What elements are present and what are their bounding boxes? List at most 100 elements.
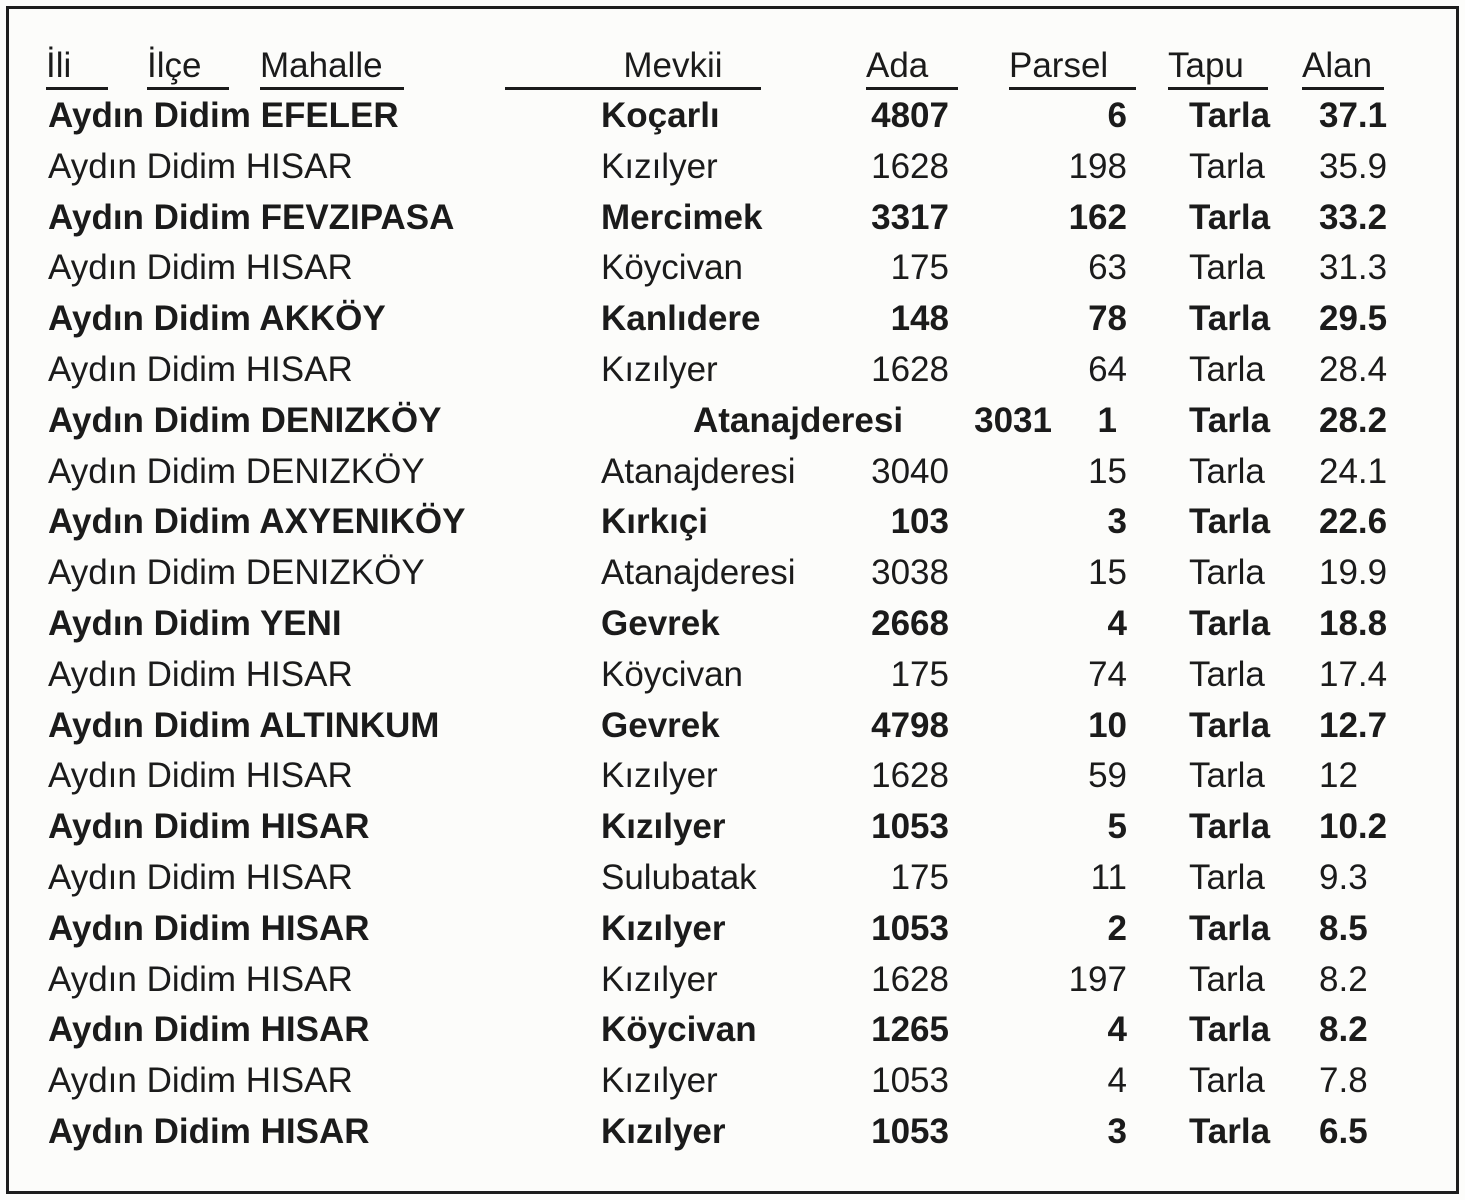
cell-tapu: Tarla <box>1189 349 1265 389</box>
cell-ili-ilce-mahalle: Aydın Didim HISAR <box>48 908 370 948</box>
cell-alan: 35.9 <box>1319 146 1388 186</box>
cell-tapu: Tarla <box>1189 654 1265 694</box>
cell-tapu: Tarla <box>1189 705 1271 745</box>
cell-parsel: 162 <box>1068 197 1127 237</box>
cell-ada: 3031 <box>974 400 1052 440</box>
table-row: Aydın Didim HISAR Kızılyer 1628 59 Tarla 12 <box>9 751 1456 802</box>
cell-alan: 17.4 <box>1319 654 1388 694</box>
cell-ada: 1628 <box>871 959 949 999</box>
cell-tapu: Tarla <box>1189 959 1265 999</box>
column-header-mahalle: Mahalle <box>260 45 404 90</box>
table-row: Aydın Didim HISAR Kızılyer 1628 64 Tarla 28.4 <box>9 345 1456 396</box>
table-row: Aydın Didim HISAR Kızılyer 1628 197 Tarla 8.2 <box>9 955 1456 1006</box>
cell-parsel: 15 <box>1088 451 1127 491</box>
cell-mevkii: Atanajderesi <box>601 451 796 491</box>
cell-ili-ilce-mahalle: Aydın Didim HISAR <box>48 146 353 186</box>
table-body: Aydın Didim EFELER Koçarlı 4807 6 Tarla 37.1 A… <box>9 91 1456 1158</box>
cell-tapu: Tarla <box>1189 553 1265 593</box>
column-header-alan: Alan <box>1302 45 1384 90</box>
cell-tapu: Tarla <box>1189 1010 1271 1050</box>
cell-mevkii: Sulubatak <box>601 857 757 897</box>
cell-mevkii: Kızılyer <box>601 756 718 796</box>
cell-parsel: 10 <box>1088 705 1127 745</box>
cell-mevkii: Köycivan <box>601 654 744 694</box>
cell-parsel: 1 <box>1097 400 1117 440</box>
cell-alan: 12 <box>1319 756 1358 796</box>
column-header-mevkii: Mevkii <box>505 45 761 90</box>
cell-tapu: Tarla <box>1189 1111 1271 1151</box>
cell-mevkii: Koçarlı <box>601 96 720 135</box>
cell-alan: 24.1 <box>1319 451 1388 491</box>
cell-parsel: 2 <box>1107 908 1127 948</box>
cell-ada: 1628 <box>871 756 949 796</box>
cell-ili-ilce-mahalle: Aydın Didim HISAR <box>48 349 353 389</box>
cell-parsel: 3 <box>1107 502 1127 542</box>
cell-alan: 33.2 <box>1319 197 1388 237</box>
cell-mevkii: Atanajderesi <box>693 400 904 440</box>
cell-alan: 8.2 <box>1319 959 1368 999</box>
table-row: Aydın Didim DENIZKÖY Atanajderesi 3040 15 Ta… <box>9 447 1456 498</box>
cell-alan: 31.3 <box>1319 248 1388 288</box>
cell-tapu: Tarla <box>1189 146 1265 186</box>
cell-ada: 4798 <box>871 705 949 745</box>
cell-ili-ilce-mahalle: Aydın Didim DENIZKÖY <box>48 553 425 593</box>
cell-alan: 9.3 <box>1319 857 1368 897</box>
cell-mevkii: Kızılyer <box>601 146 718 186</box>
cell-parsel: 3 <box>1107 1111 1127 1151</box>
cell-mevkii: Kırkıçi <box>601 502 708 542</box>
table-row: Aydın Didim DENIZKÖY Atanajderesi 3038 15 Ta… <box>9 548 1456 599</box>
cell-parsel: 15 <box>1088 553 1127 593</box>
cell-ada: 1628 <box>871 349 949 389</box>
column-header-ada: Ada <box>866 45 958 90</box>
cell-parsel: 63 <box>1088 248 1127 288</box>
cell-ili-ilce-mahalle: Aydın Didim HISAR <box>48 1010 370 1050</box>
table-row: Aydın Didim AKKÖY Kanlıdere 148 78 Tarla 29.5 <box>9 294 1456 345</box>
cell-alan: 22.6 <box>1319 502 1388 542</box>
cell-parsel: 78 <box>1088 299 1127 339</box>
cell-tapu: Tarla <box>1189 756 1265 796</box>
cell-ili-ilce-mahalle: Aydın Didim EFELER <box>48 96 399 135</box>
table-row: Aydın Didim HISAR Köycivan 1265 4 Tarla 8.2 <box>9 1005 1456 1056</box>
cell-alan: 29.5 <box>1319 299 1388 339</box>
cell-ili-ilce-mahalle: Aydın Didim HISAR <box>48 807 370 847</box>
cell-ili-ilce-mahalle: Aydın Didim HISAR <box>48 654 353 694</box>
cell-ili-ilce-mahalle: Aydın Didim HISAR <box>48 959 353 999</box>
cell-tapu: Tarla <box>1189 248 1265 288</box>
cell-parsel: 198 <box>1068 146 1127 186</box>
cell-ili-ilce-mahalle: Aydın Didim AKKÖY <box>48 299 386 339</box>
cell-ada: 3317 <box>871 197 949 237</box>
cell-ili-ilce-mahalle: Aydın Didim YENI <box>48 603 342 643</box>
cell-mevkii: Kızılyer <box>601 349 718 389</box>
cell-tapu: Tarla <box>1189 603 1271 643</box>
table-row: Aydın Didim HISAR Kızılyer 1053 5 Tarla 10.2 <box>9 802 1456 853</box>
cell-parsel: 64 <box>1088 349 1127 389</box>
cell-tapu: Tarla <box>1189 908 1271 948</box>
cell-alan: 37.1 <box>1319 96 1388 135</box>
cell-ada: 2668 <box>871 603 949 643</box>
cell-ada: 1053 <box>871 908 949 948</box>
cell-ada: 1053 <box>871 807 949 847</box>
table-row: Aydın Didim YENI Gevrek 2668 4 Tarla 18.8 <box>9 599 1456 650</box>
cell-parsel: 197 <box>1068 959 1127 999</box>
table-row: Aydın Didim HISAR Köycivan 175 63 Tarla 31.3 <box>9 243 1456 294</box>
cell-ili-ilce-mahalle: Aydın Didim ALTINKUM <box>48 705 440 745</box>
cell-alan: 10.2 <box>1319 807 1388 847</box>
cell-ili-ilce-mahalle: Aydın Didim FEVZIPASA <box>48 197 455 237</box>
cell-mevkii: Köycivan <box>601 248 744 288</box>
cell-ada: 175 <box>890 654 949 694</box>
cell-alan: 28.4 <box>1319 349 1388 389</box>
cell-ili-ilce-mahalle: Aydın Didim HISAR <box>48 756 353 796</box>
cell-ada: 1053 <box>871 1061 949 1101</box>
cell-alan: 28.2 <box>1319 400 1388 440</box>
cell-mevkii: Gevrek <box>601 705 720 745</box>
cell-ili-ilce-mahalle: Aydın Didim DENIZKÖY <box>48 400 442 440</box>
cell-ada: 175 <box>890 857 949 897</box>
cell-alan: 7.8 <box>1319 1061 1368 1101</box>
cell-tapu: Tarla <box>1189 1061 1265 1101</box>
cell-tapu: Tarla <box>1189 502 1271 542</box>
cell-mevkii: Kızılyer <box>601 959 718 999</box>
cell-ada: 3040 <box>871 451 949 491</box>
cell-mevkii: Köycivan <box>601 1010 757 1050</box>
cell-ada: 103 <box>890 502 949 542</box>
